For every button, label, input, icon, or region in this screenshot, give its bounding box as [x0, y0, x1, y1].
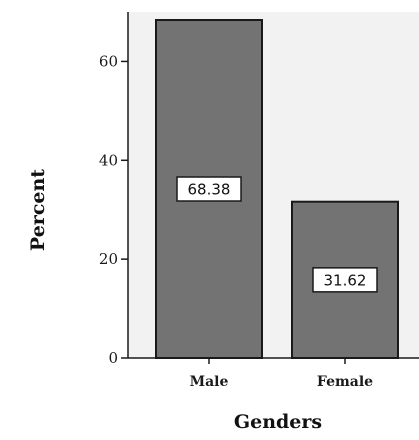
x-tick-label: Male [190, 374, 229, 390]
bars-layer: 68.38 31.62 [155, 19, 399, 360]
y-tick-label: 40 [99, 151, 118, 169]
x-axis-label: Genders [234, 411, 322, 433]
y-axis-label: Percent [27, 169, 49, 251]
data-label-value: 31.62 [324, 271, 367, 289]
x-ticks-layer: Male Female [190, 358, 373, 390]
y-tick-label: 60 [99, 52, 118, 70]
data-label-value: 68.38 [188, 181, 231, 199]
data-label: 68.38 [176, 176, 242, 202]
data-label-box [176, 176, 242, 202]
y-tick-label: 0 [108, 349, 118, 367]
x-tick-label: Female [317, 374, 373, 390]
data-label: 31.62 [312, 267, 378, 293]
y-tick-label: 20 [99, 250, 118, 268]
y-ticks-layer: 0 20 40 60 [99, 52, 128, 367]
data-label-box [312, 267, 378, 293]
